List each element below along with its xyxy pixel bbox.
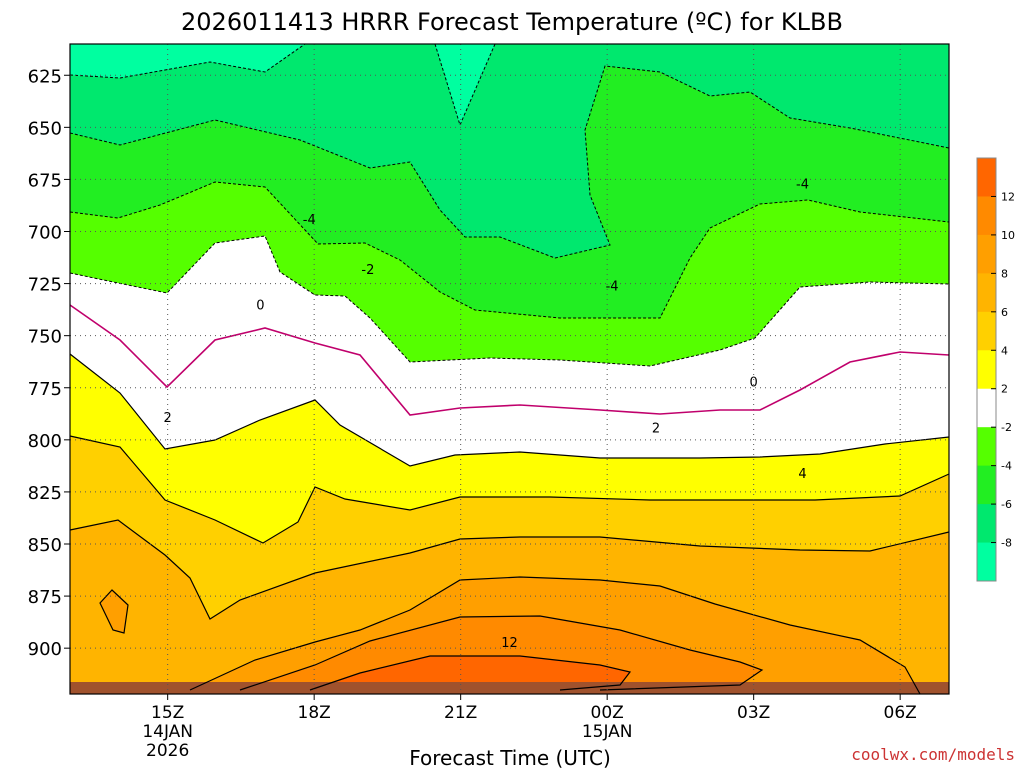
colorbar-label: 10 <box>1001 229 1015 242</box>
x-axis-label: Forecast Time (UTC) <box>409 746 611 768</box>
colorbar-swatch <box>977 273 996 313</box>
colorbar-label: 12 <box>1001 190 1015 203</box>
colorbar-label: -8 <box>1001 537 1012 550</box>
x-tick-date: 15JAN <box>582 722 633 742</box>
y-tick-label: 650 <box>28 118 62 139</box>
colorbar-swatch <box>977 234 996 274</box>
x-tick-label: 21Z <box>444 703 477 723</box>
contour-label: 2 <box>164 411 172 426</box>
x-tick-label: 18Z <box>298 703 331 723</box>
x-tick-date: 14JAN <box>142 722 193 742</box>
gridlines <box>70 44 949 694</box>
contour-label: 0 <box>256 298 264 313</box>
colorbar-label: 6 <box>1001 306 1008 319</box>
plot-area: -4 -2 -4 -4 0 0 2 2 4 12 <box>69 43 950 695</box>
x-tick-label: 03Z <box>737 703 770 723</box>
colorbar-swatch <box>977 158 996 197</box>
y-tick-label: 750 <box>28 327 62 348</box>
y-tick-label: 825 <box>28 483 62 504</box>
x-tick-label: 15Z <box>151 703 184 723</box>
y-tick-label: 875 <box>28 587 62 608</box>
colorbar-label: 8 <box>1001 267 1008 280</box>
y-tick-label: 700 <box>28 223 62 244</box>
colorbar-label: -6 <box>1001 498 1012 511</box>
colorbar-swatch <box>977 311 996 351</box>
colorbar-swatch <box>977 350 996 390</box>
colorbar-swatch <box>977 542 996 582</box>
colorbar-label: -4 <box>1001 460 1012 473</box>
colorbar-label: -2 <box>1001 421 1012 434</box>
chart-title: 2026011413 HRRR Forecast Temperature (ºC… <box>181 8 843 36</box>
credit-text: coolwx.com/models <box>851 745 1015 764</box>
y-axis: 625 650 675 700 725 750 775 800 825 850 875 900 <box>28 66 70 660</box>
colorbar-swatch <box>977 504 996 544</box>
colorbar-swatch <box>977 427 996 467</box>
y-tick-label: 725 <box>28 275 62 296</box>
x-tick-label: 06Z <box>884 703 917 723</box>
band-plus-8-pocket <box>100 590 128 633</box>
contour-label: 12 <box>501 636 518 651</box>
y-tick-label: 775 <box>28 379 62 400</box>
colorbar: 12 10 8 6 4 2 -2 -4 -6 -8 <box>976 157 1015 582</box>
x-tick-label: 00Z <box>591 703 624 723</box>
colorbar-swatch <box>977 465 996 505</box>
contour-label: 0 <box>750 376 758 391</box>
contour-label: -4 <box>796 178 809 193</box>
colorbar-label: 2 <box>1001 383 1008 396</box>
y-tick-label: 800 <box>28 431 62 452</box>
zero-isotherm <box>69 304 950 416</box>
colorbar-label: 4 <box>1001 344 1008 357</box>
y-tick-label: 625 <box>28 66 62 87</box>
y-tick-label: 675 <box>28 170 62 191</box>
colorbar-swatch <box>977 196 996 236</box>
contour-label: 4 <box>798 467 806 482</box>
contour-label: -4 <box>606 280 619 295</box>
contour-labels: -4 -2 -4 -4 0 0 2 2 4 12 <box>164 178 809 651</box>
y-tick-label: 850 <box>28 535 62 556</box>
colorbar-swatch <box>977 388 996 428</box>
contour-label: -4 <box>303 213 316 228</box>
y-tick-label: 900 <box>28 639 62 660</box>
band-plus-12 <box>310 656 630 690</box>
terrain-strip <box>70 682 949 694</box>
x-tick-year: 2026 <box>146 741 189 761</box>
contour-label: -2 <box>361 263 374 278</box>
contour-label: 2 <box>652 421 660 436</box>
